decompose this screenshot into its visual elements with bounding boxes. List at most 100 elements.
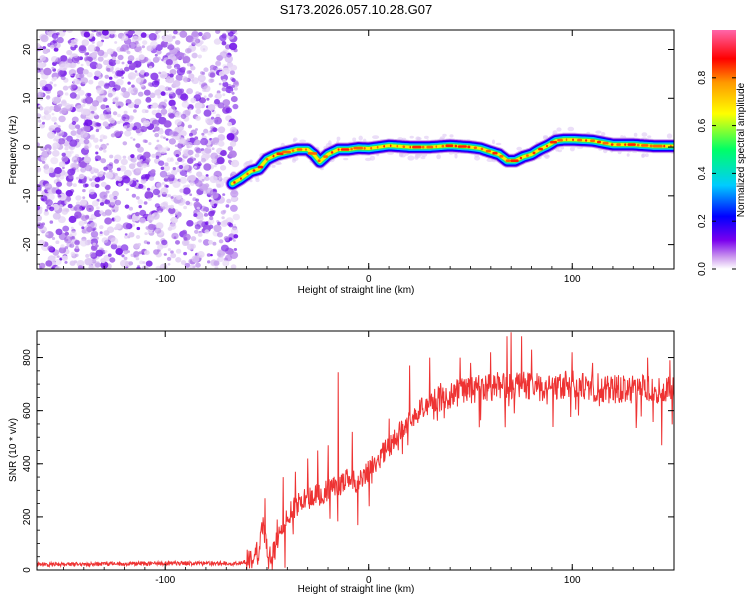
noise-speckle <box>188 73 195 79</box>
noise-speckle <box>135 211 140 217</box>
noise-speckle <box>194 153 200 158</box>
noise-speckle <box>60 244 65 249</box>
noise-speckle <box>230 264 237 269</box>
noise-speckle <box>175 161 179 165</box>
noise-speckle <box>207 218 215 225</box>
noise-speckle <box>174 60 178 64</box>
ridge-halo-speckle <box>420 156 426 160</box>
noise-speckle <box>90 238 99 246</box>
noise-speckle <box>228 223 234 228</box>
noise-speckle <box>230 64 238 71</box>
noise-speckle <box>161 182 165 185</box>
noise-speckle <box>210 191 219 199</box>
noise-speckle <box>135 257 140 261</box>
noise-speckle <box>197 54 202 59</box>
noise-speckle <box>199 100 203 103</box>
noise-speckle <box>146 187 151 191</box>
noise-speckle <box>221 87 227 92</box>
noise-speckle <box>99 202 105 206</box>
ridge-halo-speckle <box>569 146 575 152</box>
noise-speckle <box>227 67 232 72</box>
noise-speckle <box>186 70 191 75</box>
noise-speckle <box>103 59 109 66</box>
ridge-halo-speckle <box>244 161 251 166</box>
noise-speckle <box>64 261 68 264</box>
noise-speckle <box>190 65 196 71</box>
noise-speckle <box>217 221 221 226</box>
ridge-peak <box>585 139 588 142</box>
noise-speckle <box>70 226 74 230</box>
noise-speckle <box>127 72 136 80</box>
noise-speckle <box>101 237 109 244</box>
noise-speckle <box>94 262 101 268</box>
noise-speckle <box>140 158 143 162</box>
noise-speckle <box>197 74 206 83</box>
noise-speckle <box>175 52 185 60</box>
noise-speckle <box>41 115 46 120</box>
noise-speckle <box>149 188 153 192</box>
noise-speckle <box>58 115 66 123</box>
noise-speckle <box>187 158 194 164</box>
ridge-halo-speckle <box>495 142 502 146</box>
noise-speckle <box>75 253 79 257</box>
noise-speckle <box>51 96 61 105</box>
noise-speckle <box>190 243 196 249</box>
noise-speckle <box>61 255 68 261</box>
snr-series <box>37 332 674 570</box>
noise-speckle <box>108 76 113 80</box>
noise-speckle <box>92 181 97 185</box>
ridge-halo-speckle <box>647 135 652 139</box>
noise-speckle <box>159 263 168 269</box>
noise-speckle <box>57 90 64 97</box>
noise-speckle <box>155 155 160 159</box>
noise-speckle <box>170 196 174 199</box>
noise-speckle <box>79 239 88 247</box>
ridge-peak <box>546 144 548 148</box>
ridge-peak <box>610 143 614 146</box>
noise-speckle <box>209 72 216 78</box>
ridge-peak <box>257 165 264 169</box>
ridge-peak <box>412 145 422 149</box>
noise-speckle <box>123 250 129 255</box>
noise-speckle <box>217 134 226 141</box>
noise-speckle <box>196 171 203 177</box>
ridge-peak <box>282 150 291 154</box>
noise-speckle <box>180 260 187 265</box>
noise-speckle <box>181 101 189 108</box>
noise-speckle <box>75 245 79 250</box>
noise-speckle <box>145 96 152 102</box>
noise-speckle <box>209 64 216 70</box>
noise-speckle <box>169 204 175 209</box>
noise-speckle <box>160 40 169 48</box>
noise-speckle <box>135 143 141 149</box>
noise-speckle <box>203 213 209 217</box>
noise-speckle <box>89 222 98 229</box>
noise-speckle <box>175 257 182 263</box>
noise-speckle <box>88 79 94 85</box>
ridge-peak <box>445 144 454 147</box>
ridge-peak <box>519 156 523 160</box>
noise-speckle <box>149 92 156 99</box>
noise-speckle <box>162 164 170 172</box>
noise-speckle <box>186 88 194 95</box>
noise-speckle <box>54 266 62 269</box>
noise-speckle <box>201 150 207 155</box>
noise-speckle <box>73 206 78 211</box>
noise-speckle <box>227 31 234 37</box>
noise-speckle <box>184 174 188 178</box>
noise-speckle <box>173 30 178 35</box>
noise-speckle <box>79 73 85 79</box>
noise-speckle <box>123 256 128 261</box>
noise-speckle <box>37 167 42 173</box>
noise-speckle <box>223 236 230 241</box>
noise-speckle <box>233 87 238 91</box>
noise-speckle <box>123 234 129 239</box>
noise-speckle <box>135 57 140 62</box>
noise-speckle <box>178 126 183 130</box>
ridge-peak <box>538 147 543 151</box>
spectrogram-y-label: Frequency (Hz) <box>8 116 19 185</box>
y-tick-label: -20 <box>22 237 33 252</box>
ridge-peak <box>473 146 477 150</box>
noise-speckle <box>96 40 104 47</box>
noise-speckle <box>113 84 121 91</box>
